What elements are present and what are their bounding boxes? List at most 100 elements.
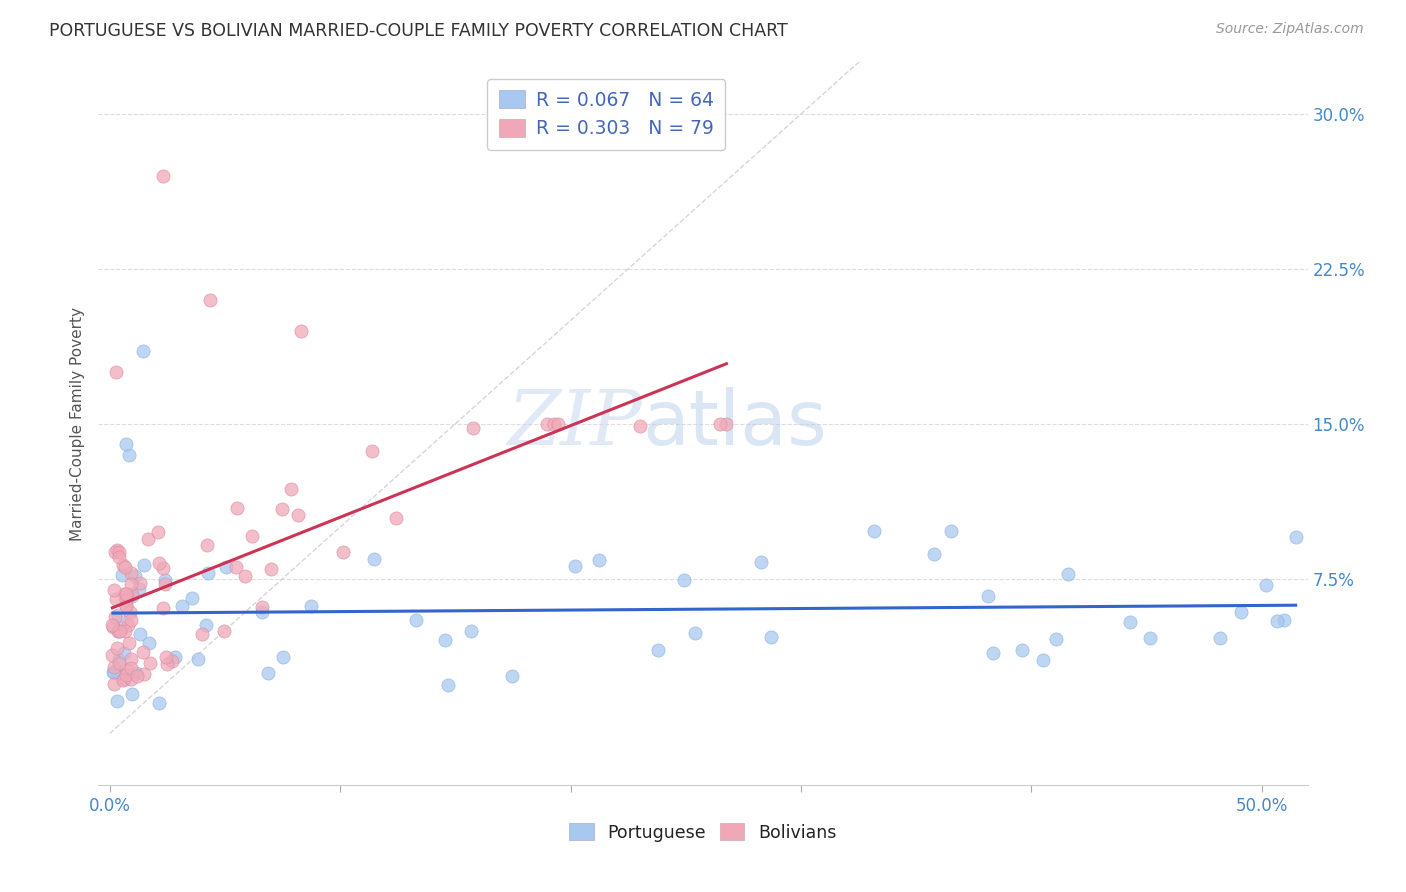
Point [250, 605, 273, 619]
Point [433, 632, 456, 647]
Point [1229, 605, 1251, 619]
Point [124, 569, 146, 583]
Point [101, 665, 124, 679]
Point [108, 656, 131, 670]
Point [564, 558, 586, 573]
Point [683, 625, 706, 640]
Point [240, 529, 263, 543]
Point [1045, 632, 1067, 646]
Point [1139, 632, 1161, 646]
Point [118, 448, 141, 462]
Point [105, 666, 128, 681]
Point [101, 617, 124, 632]
Point [1272, 613, 1295, 627]
Point [101, 648, 124, 662]
Point [363, 552, 385, 566]
Point [132, 667, 155, 681]
Point [716, 417, 738, 431]
Point [114, 598, 136, 612]
Point [114, 624, 136, 639]
Point [120, 672, 142, 686]
Point [759, 630, 782, 644]
Point [115, 667, 138, 681]
Point [163, 650, 186, 665]
Text: atlas: atlas [643, 387, 827, 460]
Point [129, 627, 152, 641]
Legend: Portuguese, Bolivians: Portuguese, Bolivians [562, 816, 844, 848]
Point [121, 589, 143, 603]
Point [108, 545, 131, 559]
Point [1119, 615, 1142, 630]
Point [104, 591, 127, 606]
Point [115, 599, 138, 613]
Point [112, 646, 135, 660]
Point [1057, 566, 1080, 581]
Point [156, 657, 179, 672]
Point [235, 568, 257, 582]
Point [148, 697, 170, 711]
Point [120, 566, 142, 581]
Point [197, 566, 219, 580]
Point [1011, 643, 1033, 657]
Point [117, 663, 139, 677]
Point [299, 599, 322, 614]
Point [215, 560, 238, 574]
Point [105, 542, 128, 557]
Point [132, 344, 155, 359]
Point [121, 587, 143, 601]
Point [460, 624, 482, 638]
Point [139, 656, 162, 670]
Point [981, 646, 1004, 660]
Point [105, 694, 128, 708]
Point [115, 437, 138, 451]
Point [107, 607, 129, 622]
Point [107, 624, 129, 639]
Point [190, 627, 212, 641]
Point [128, 582, 150, 596]
Point [107, 624, 129, 638]
Point [103, 660, 125, 674]
Point [104, 545, 127, 559]
Point [214, 624, 236, 638]
Point [360, 444, 382, 458]
Point [129, 576, 152, 591]
Point [225, 560, 247, 574]
Point [152, 560, 174, 574]
Point [385, 510, 408, 524]
Y-axis label: Married-Couple Family Poverty: Married-Couple Family Poverty [70, 307, 86, 541]
Point [132, 558, 155, 572]
Point [252, 599, 274, 614]
Point [110, 624, 132, 639]
Point [103, 677, 125, 691]
Point [187, 652, 209, 666]
Point [628, 419, 651, 434]
Point [112, 672, 135, 686]
Point [103, 665, 125, 679]
Point [461, 421, 484, 435]
Point [672, 574, 695, 588]
Point [160, 654, 183, 668]
Point [115, 593, 138, 607]
Point [125, 666, 148, 681]
Point [536, 417, 558, 431]
Point [1265, 615, 1288, 629]
Point [437, 677, 460, 691]
Point [939, 524, 962, 539]
Point [115, 589, 138, 603]
Point [121, 688, 143, 702]
Point [405, 613, 427, 627]
Point [152, 169, 174, 183]
Point [127, 669, 149, 683]
Point [280, 482, 302, 496]
Point [120, 605, 142, 619]
Point [111, 621, 134, 635]
Point [1256, 578, 1278, 592]
Point [120, 577, 142, 591]
Point [647, 643, 669, 657]
Point [198, 293, 221, 307]
Point [1032, 653, 1054, 667]
Point [863, 524, 886, 539]
Point [977, 589, 1000, 603]
Point [105, 641, 128, 656]
Point [543, 417, 565, 431]
